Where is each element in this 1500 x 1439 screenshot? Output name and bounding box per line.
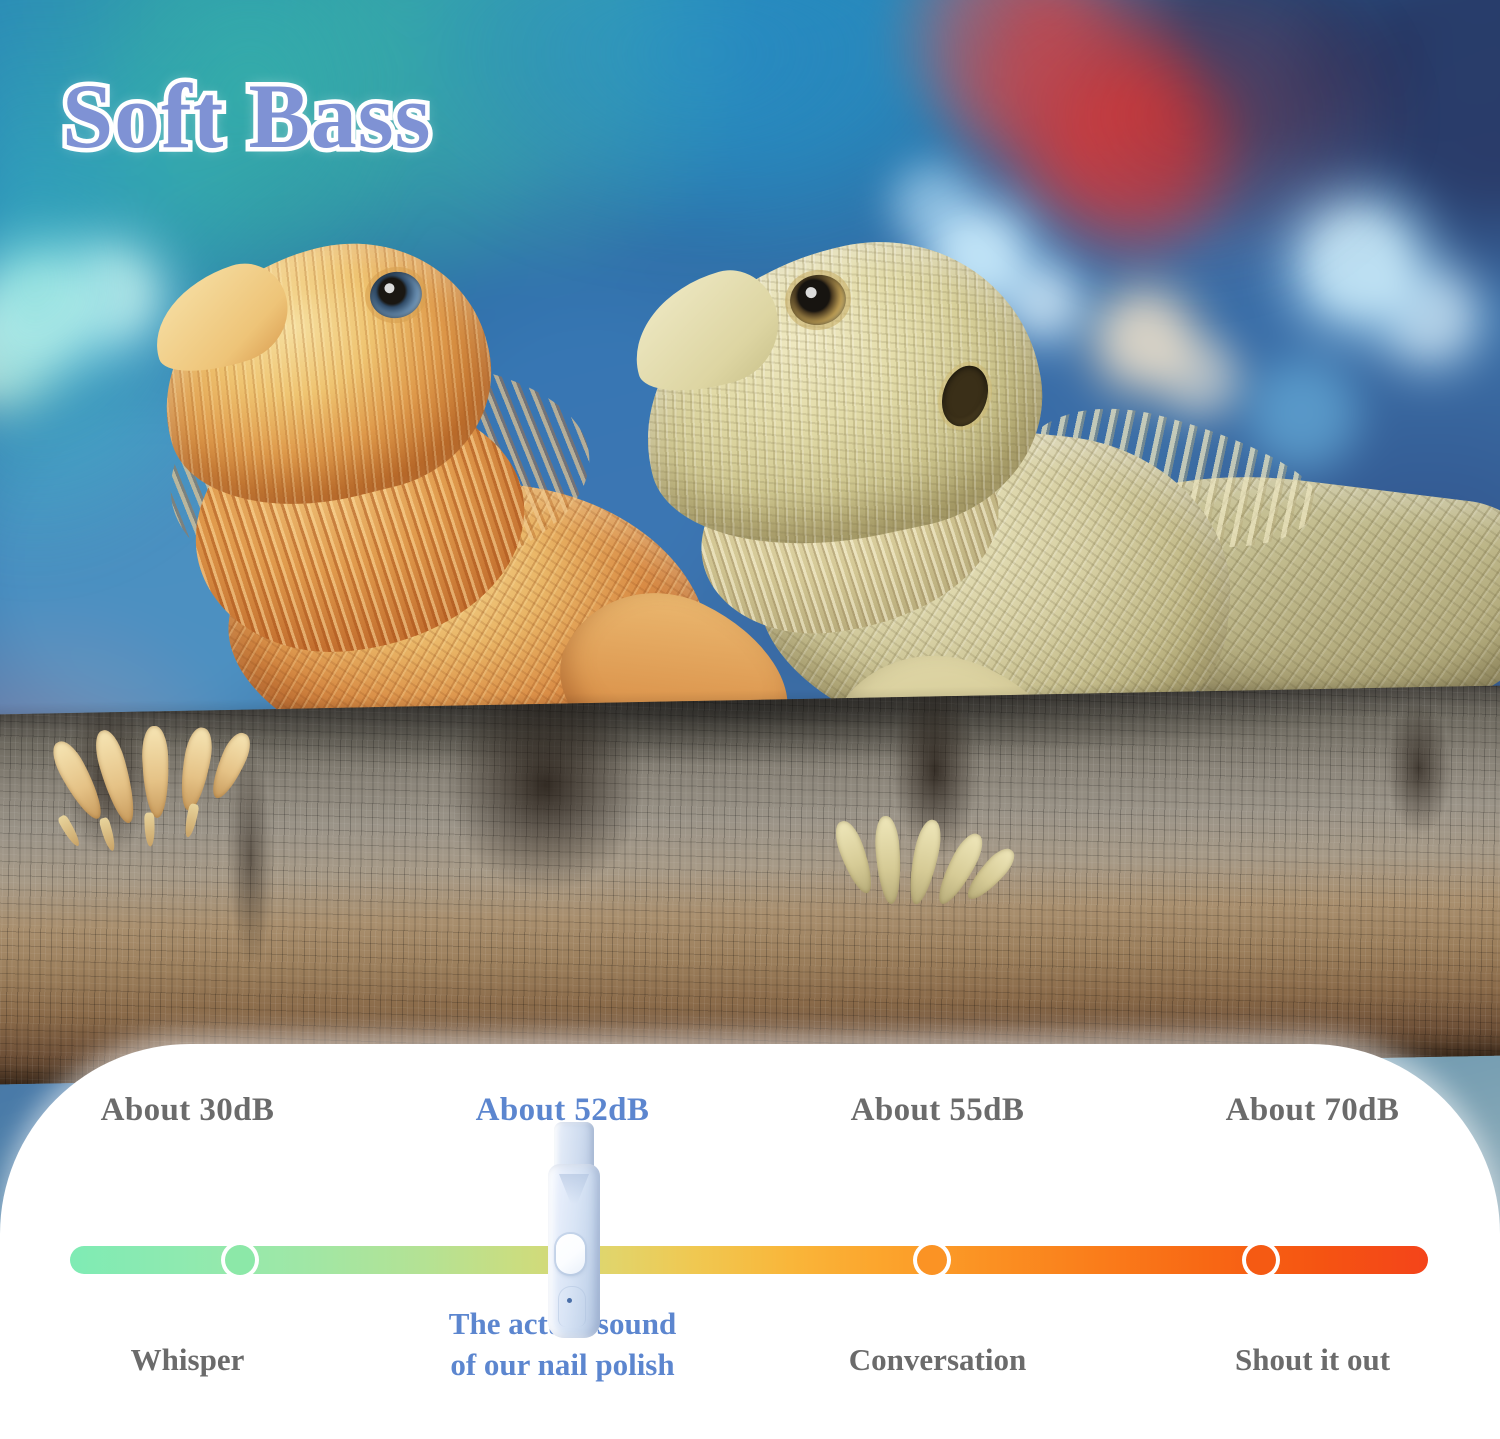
db-label-row: About 30dB About 52dB About 55dB About 7… (0, 1092, 1500, 1129)
device-cap (554, 1122, 594, 1172)
marker-dot-70db (1245, 1245, 1276, 1275)
db-label-30: About 30dB (100, 1092, 275, 1128)
sound-level-bar (70, 1245, 1428, 1275)
marker-dot-55db (917, 1245, 948, 1275)
device-power-button[interactable] (556, 1234, 585, 1274)
caption-row: Whisper The actual sound of our nail pol… (0, 1306, 1500, 1386)
device-led-indicator (567, 1298, 572, 1303)
caption-conversation: Conversation (848, 1342, 1027, 1377)
gradient-track (70, 1246, 1428, 1274)
device-seam (558, 1286, 586, 1327)
db-label-55: About 55dB (850, 1092, 1025, 1128)
lizard-front-foot (46, 717, 285, 862)
caption-nail-polish-line2: of our nail polish (450, 1346, 675, 1382)
sound-level-panel: About 30dB About 52dB About 55dB About 7… (0, 1044, 1500, 1439)
lizard-back-foot (830, 808, 1028, 952)
page-title: Soft Bass (57, 65, 434, 167)
marker-dot-30db (224, 1245, 255, 1275)
caption-shout: Shout it out (1234, 1342, 1391, 1377)
nail-polish-pen-device (545, 1122, 603, 1338)
db-label-70: About 70dB (1225, 1092, 1400, 1128)
caption-whisper: Whisper (130, 1342, 245, 1377)
